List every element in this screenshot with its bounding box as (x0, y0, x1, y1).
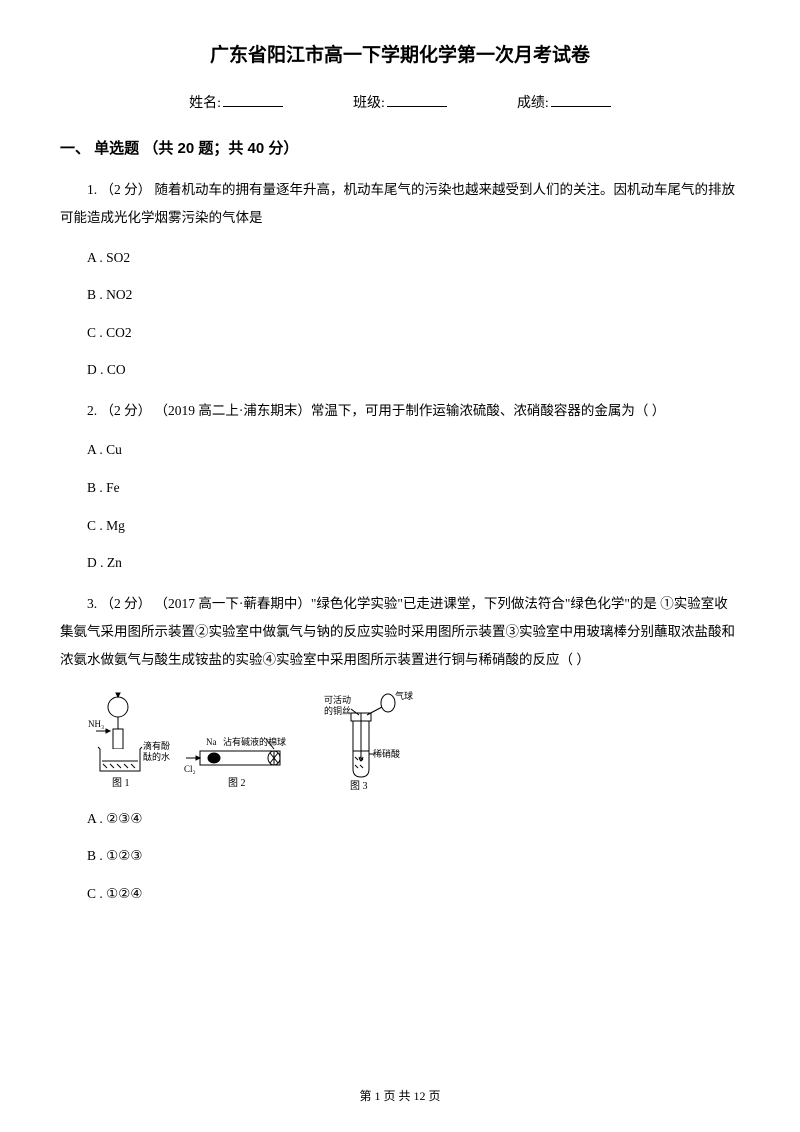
q1-option-d: D . CO (60, 359, 740, 381)
page-footer: 第 1 页 共 12 页 (0, 1087, 800, 1104)
fig3-caption: 图 3 (350, 780, 368, 792)
q2-option-c: C . Mg (60, 515, 740, 537)
score-field[interactable]: 成绩: (517, 92, 611, 112)
fig1-caption: 图 1 (112, 777, 130, 789)
q3-option-a: A . ②③④ (60, 808, 740, 830)
fig2-na-label: Na (206, 737, 217, 747)
student-fields: 姓名: 班级: 成绩: (60, 92, 740, 112)
section-header: 一、 单选题 （共 20 题；共 40 分） (60, 137, 740, 158)
q1-option-a: A . SO2 (60, 247, 740, 269)
score-label: 成绩: (517, 92, 549, 112)
name-field[interactable]: 姓名: (189, 92, 283, 112)
q3-option-b: B . ①②③ (60, 845, 740, 867)
q2-text: 2. （2 分） （2019 高二上·浦东期末）常温下，可用于制作运输浓硫酸、浓… (60, 397, 740, 425)
fig1-water-label: 滴有酚 (143, 740, 170, 751)
q3-text: 3. （2 分） （2017 高一下·蕲春期中）"绿色化学实验"已走进课堂，下列… (60, 590, 740, 675)
page-title: 广东省阳江市高一下学期化学第一次月考试卷 (60, 40, 740, 67)
figure-svg: NH₃ 滴有酚 酞的水 图 1 Cl₂ Na 沾有碱液的棉球 图 2 (88, 689, 418, 794)
fig2-cl2-label: Cl₂ (184, 764, 196, 774)
fig3-balloon-label: 气球 (395, 690, 413, 701)
score-blank[interactable] (551, 93, 611, 107)
class-field[interactable]: 班级: (353, 92, 447, 112)
fig3-wire2-label: 的铜丝 (324, 705, 351, 716)
fig3-group: 可活动 的铜丝 气球 稀硝酸 图 3 (324, 690, 413, 792)
q1-option-c: C . CO2 (60, 322, 740, 344)
fig2-caption: 图 2 (228, 777, 246, 789)
fig3-acid-label: 稀硝酸 (373, 748, 400, 759)
name-blank[interactable] (223, 93, 283, 107)
fig2-cotton-label: 沾有碱液的棉球 (223, 736, 286, 747)
fig1-group: NH₃ 滴有酚 酞的水 图 1 (88, 693, 170, 789)
q3-figure: NH₃ 滴有酚 酞的水 图 1 Cl₂ Na 沾有碱液的棉球 图 2 (88, 689, 740, 794)
fig3-wire-label: 可活动 (324, 694, 351, 705)
q2-option-b: B . Fe (60, 477, 740, 499)
q2-option-d: D . Zn (60, 552, 740, 574)
q2-option-a: A . Cu (60, 439, 740, 461)
q1-text: 1. （2 分） 随着机动车的拥有量逐年升高，机动车尾气的污染也越来越受到人们的… (60, 176, 740, 233)
q1-option-b: B . NO2 (60, 284, 740, 306)
class-blank[interactable] (387, 93, 447, 107)
class-label: 班级: (353, 92, 385, 112)
name-label: 姓名: (189, 92, 221, 112)
fig1-nh3-label: NH₃ (88, 719, 104, 729)
fig1-water2-label: 酞的水 (143, 751, 170, 762)
fig2-group: Cl₂ Na 沾有碱液的棉球 图 2 (184, 736, 286, 789)
q3-option-c: C . ①②④ (60, 883, 740, 905)
